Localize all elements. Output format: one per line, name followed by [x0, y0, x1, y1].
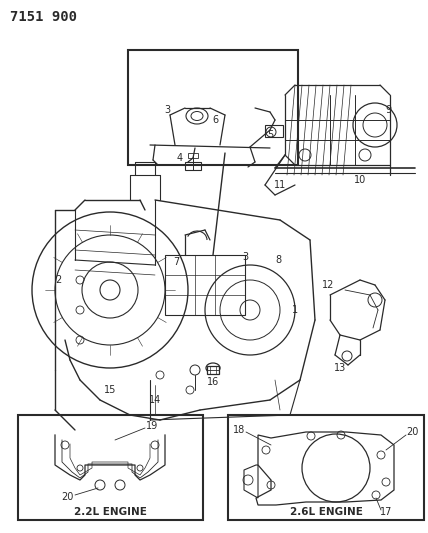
Text: 20: 20 [61, 492, 73, 502]
Text: 20: 20 [406, 427, 418, 437]
Text: 2.6L ENGINE: 2.6L ENGINE [290, 507, 363, 517]
Text: 15: 15 [104, 385, 116, 395]
Text: 5: 5 [267, 130, 273, 140]
Text: 16: 16 [207, 377, 219, 387]
Text: 12: 12 [322, 280, 334, 290]
Bar [265, 125, 283, 137]
Text: 7: 7 [173, 257, 179, 267]
Text: 3: 3 [242, 252, 248, 262]
Text: 9: 9 [385, 105, 391, 115]
Text: 4: 4 [177, 153, 183, 163]
Bar [165, 255, 245, 315]
Text: 19: 19 [146, 421, 158, 431]
Text: 2.2L ENGINE: 2.2L ENGINE [74, 507, 146, 517]
Text: 11: 11 [274, 180, 286, 190]
Bar [188, 153, 198, 158]
Text: 17: 17 [380, 507, 392, 517]
Text: 2: 2 [55, 275, 61, 285]
Text: 13: 13 [334, 363, 346, 373]
Text: 6: 6 [212, 115, 218, 125]
Bar [18, 415, 203, 520]
Bar [185, 162, 201, 170]
Text: 8: 8 [275, 255, 281, 265]
Text: 3: 3 [164, 105, 170, 115]
Bar [128, 50, 298, 165]
Text: 7151 900: 7151 900 [10, 10, 77, 24]
Polygon shape [256, 432, 394, 505]
Text: 1: 1 [292, 305, 298, 315]
Bar [207, 366, 219, 374]
Text: 14: 14 [149, 395, 161, 405]
Text: 18: 18 [233, 425, 245, 435]
Bar [228, 415, 424, 520]
Text: 10: 10 [354, 175, 366, 185]
